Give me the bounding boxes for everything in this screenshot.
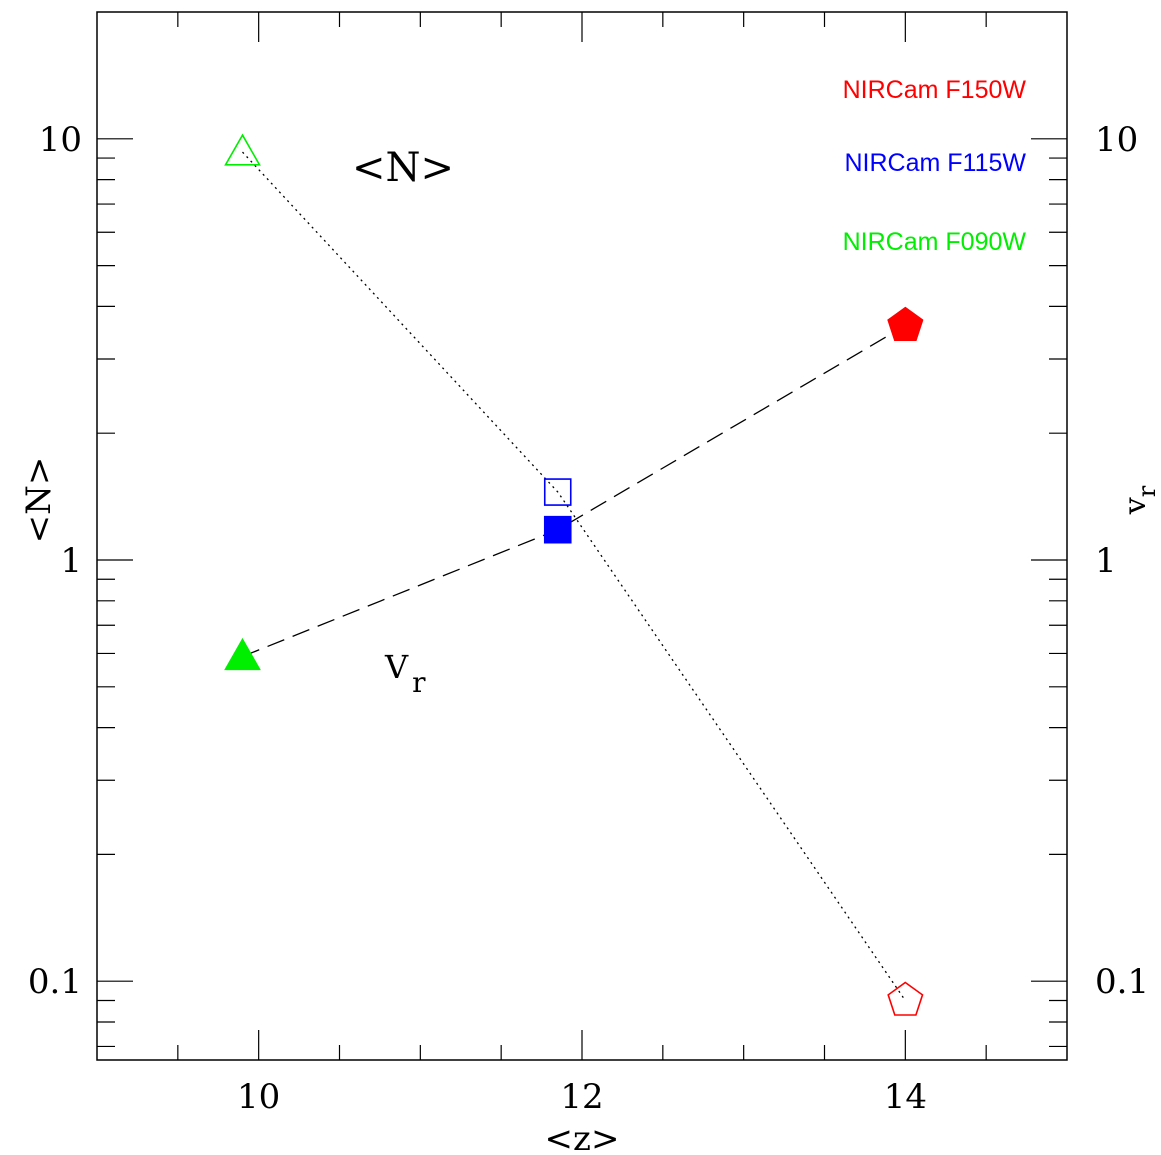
point-n-f115w [543,478,572,506]
legend: NIRCam F150W NIRCam F115W NIRCam F090W [843,76,1027,256]
point-vr-f150w [887,306,924,341]
y-tick-label-left: 1 [60,541,82,581]
y-tick-label-right: 10 [1095,120,1138,160]
y-axis-label-right: vr [1118,485,1161,515]
point-vr-f115w [543,515,572,544]
y-tick-label-left: 0.1 [28,962,82,1002]
x-tick-label: 14 [884,1077,927,1117]
x-axis-label: <z> [545,1119,620,1155]
point-vr-f090w [224,637,261,671]
y-tick-label-right: 0.1 [1095,962,1149,1002]
series-lines [242,151,906,1001]
y-tick-label-left: 10 [39,120,82,160]
point-n-f090w [224,133,261,166]
x-tick-label: 12 [560,1077,603,1117]
series-line-vr [242,325,906,658]
axis-ticks [97,12,1067,1060]
y-axis-label-right-main: v [1118,497,1153,515]
y-axis-label-right-sub: r [1133,485,1161,497]
annotation-vr-main: V [384,648,409,686]
x-tick-label: 10 [237,1077,280,1117]
series-markers [224,133,924,1016]
annotation-n: <N> [352,145,454,191]
svg-text:vr: vr [1118,485,1161,515]
legend-entry-f115w: NIRCam F115W [844,149,1026,177]
legend-entry-f150w: NIRCam F150W [843,76,1027,104]
y-axis-label-left: <N> [19,457,59,544]
y-tick-label-right: 1 [1095,541,1117,581]
annotation-vr-sub: r [412,666,426,699]
legend-entry-f090w: NIRCam F090W [843,228,1027,256]
point-n-f150w [887,981,924,1016]
axis-tick-labels: 10 12 14 0.1 0.1 1 1 10 10 [28,120,1149,1117]
series-line-n [242,151,906,1001]
